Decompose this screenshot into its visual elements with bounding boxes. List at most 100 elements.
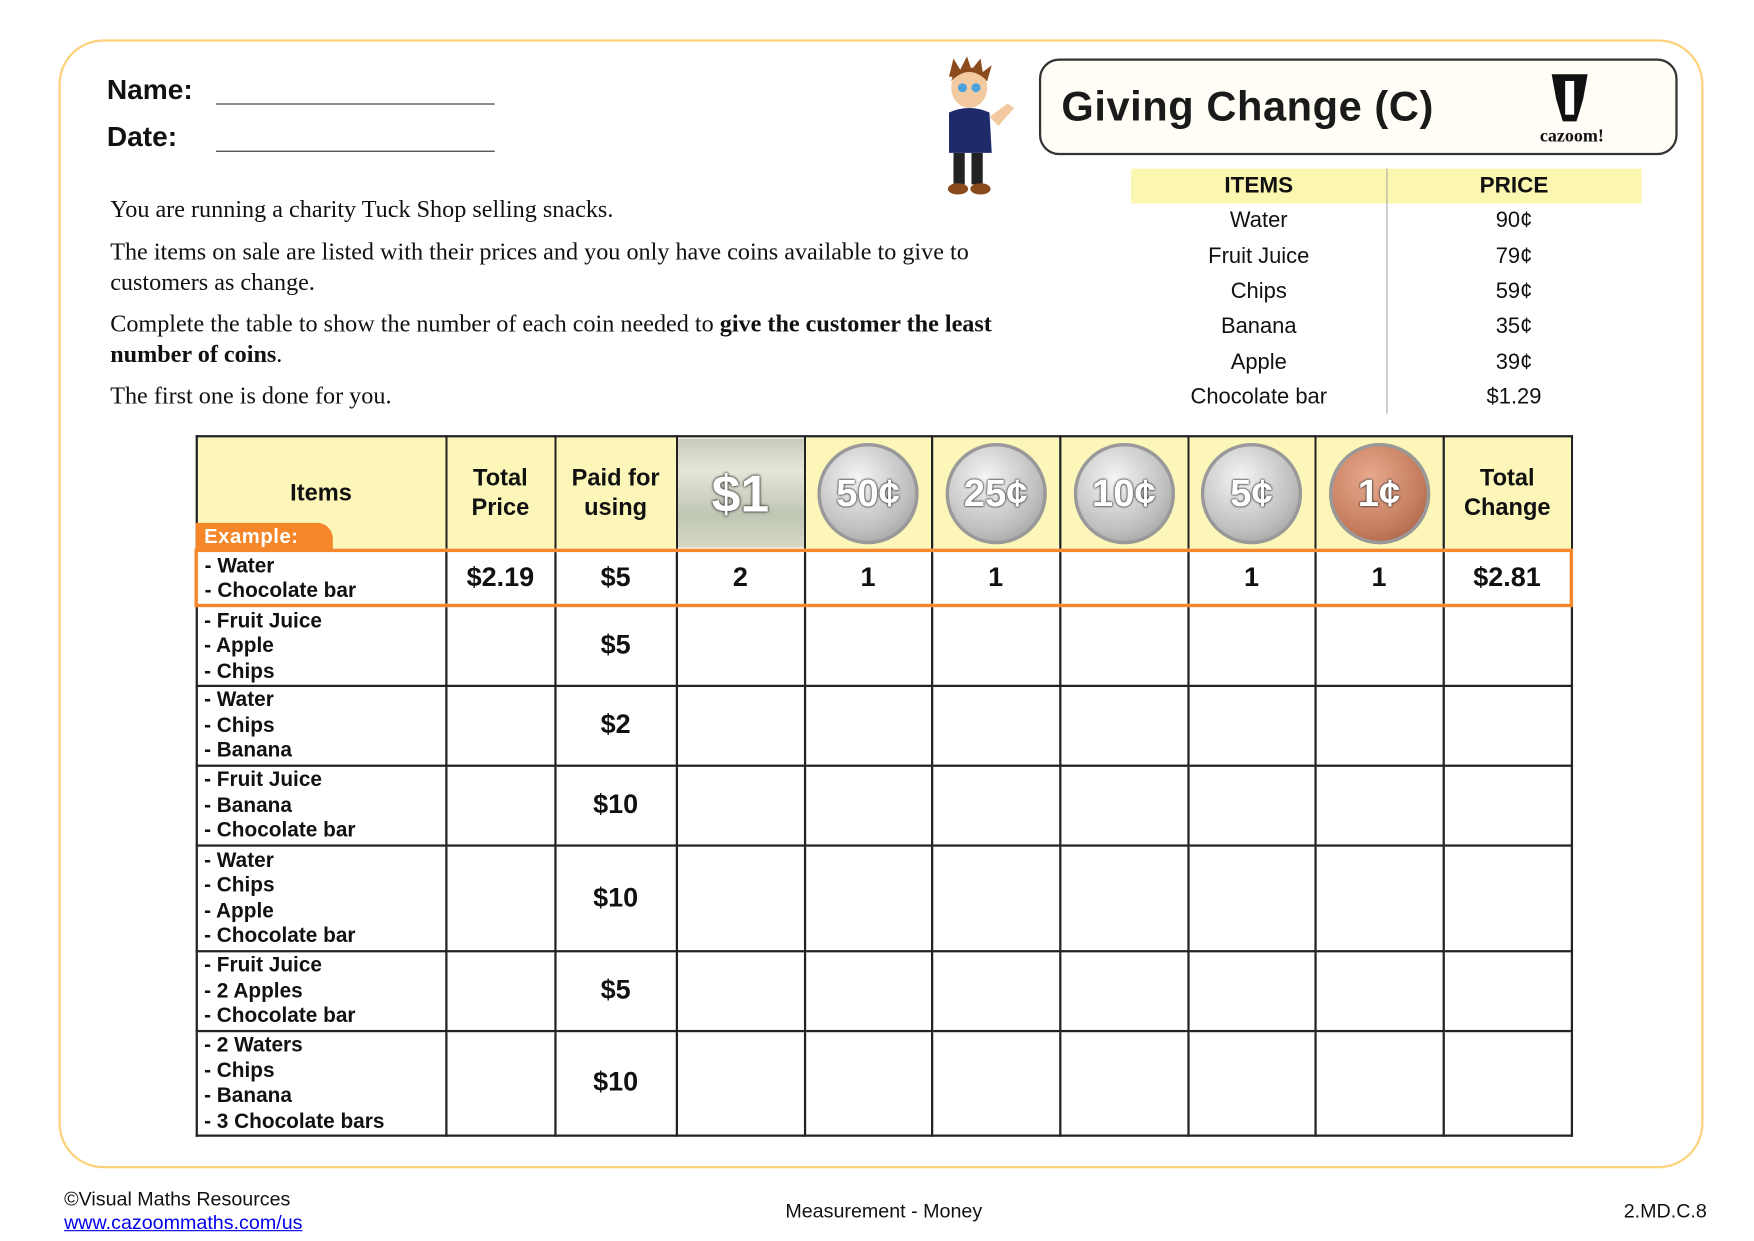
half-dollar-count-cell: 1 bbox=[803, 548, 933, 608]
dime-count-cell[interactable] bbox=[1058, 684, 1190, 767]
nickel-count-cell: 1 bbox=[1186, 548, 1317, 608]
nickel-count-cell[interactable] bbox=[1186, 1029, 1317, 1137]
penny-count-cell[interactable] bbox=[1313, 949, 1445, 1032]
nickel-count-cell[interactable] bbox=[1186, 684, 1317, 767]
dime-coin-icon: 10¢ bbox=[1073, 442, 1175, 544]
penny-count-cell[interactable] bbox=[1313, 604, 1445, 687]
item-line: - Fruit Juice bbox=[204, 952, 322, 977]
items-cell: - Water - Chips - Banana bbox=[195, 684, 447, 767]
penny-count-cell: 1 bbox=[1313, 548, 1445, 608]
worksheet-title: Giving Change (C) bbox=[1061, 83, 1434, 130]
one-dollar-count-cell[interactable] bbox=[675, 604, 806, 687]
quarter-count-cell[interactable] bbox=[930, 843, 1061, 952]
dime-count-cell[interactable] bbox=[1058, 843, 1190, 952]
items-cell: - Fruit Juice - 2 Apples - Chocolate bar bbox=[195, 949, 447, 1032]
item-line: - Apple bbox=[204, 633, 274, 657]
total-price-cell[interactable] bbox=[444, 764, 557, 847]
table-row: - Fruit Juice - Banana - Chocolate bar $10 bbox=[195, 764, 1573, 847]
quarter-count-cell[interactable] bbox=[930, 949, 1061, 1032]
column-header-dime: 10¢ bbox=[1058, 435, 1190, 552]
price-item: Water bbox=[1229, 208, 1288, 233]
half-dollar-count-cell[interactable] bbox=[803, 843, 933, 952]
one-dollar-count-cell[interactable] bbox=[675, 949, 806, 1032]
total-price-cell[interactable] bbox=[444, 1029, 557, 1137]
half-dollar-coin-icon: 50¢ bbox=[817, 442, 919, 544]
total-price-header-label: Total Price bbox=[471, 464, 530, 521]
date-field[interactable] bbox=[215, 150, 495, 152]
page-frame bbox=[58, 39, 1704, 1169]
dime-count-cell[interactable] bbox=[1058, 949, 1190, 1032]
nickel-count-cell[interactable] bbox=[1186, 764, 1317, 847]
price-item: Chips bbox=[1230, 278, 1287, 304]
nickel-count-cell[interactable] bbox=[1186, 843, 1317, 952]
item-line: - Water bbox=[204, 552, 275, 577]
total-change-header-label: Total Change bbox=[1463, 464, 1551, 521]
paid-cell: $10 bbox=[553, 843, 678, 952]
price-value: 90¢ bbox=[1495, 208, 1533, 233]
items-header-label: Items bbox=[290, 479, 352, 506]
penny-count-cell[interactable] bbox=[1313, 1029, 1445, 1137]
item-line: - Chips bbox=[204, 872, 275, 897]
total-change-cell[interactable] bbox=[1442, 949, 1573, 1032]
items-cell: - Fruit Juice - Banana - Chocolate bar bbox=[195, 764, 447, 847]
price-item: Apple bbox=[1230, 349, 1287, 375]
topic-label: Measurement - Money bbox=[785, 1199, 983, 1223]
price-row: Banana 35¢ bbox=[1131, 309, 1641, 344]
penny-count-cell[interactable] bbox=[1313, 764, 1445, 847]
items-cell: - Water - Chips - Apple - Chocolate bar bbox=[195, 843, 447, 952]
price-value: 35¢ bbox=[1495, 314, 1533, 339]
quarter-count-cell[interactable] bbox=[930, 764, 1061, 847]
total-price-cell[interactable] bbox=[444, 843, 557, 952]
instruction-3: Complete the table to show the number of… bbox=[110, 309, 1066, 370]
name-field[interactable] bbox=[215, 103, 495, 105]
total-price-cell[interactable] bbox=[444, 684, 557, 767]
one-dollar-bill-icon: $1 bbox=[677, 438, 804, 548]
item-line: - Banana bbox=[204, 1082, 292, 1107]
quarter-count-cell[interactable] bbox=[930, 1029, 1061, 1137]
half-dollar-count-cell[interactable] bbox=[803, 604, 933, 687]
date-label: Date: bbox=[106, 121, 178, 153]
one-dollar-count-cell[interactable] bbox=[675, 684, 806, 767]
total-change-cell[interactable] bbox=[1442, 764, 1573, 847]
svg-text:cazoom!: cazoom! bbox=[1540, 126, 1604, 146]
one-dollar-count-cell[interactable] bbox=[675, 1029, 806, 1137]
total-price-cell[interactable] bbox=[444, 604, 557, 687]
total-change-cell[interactable] bbox=[1442, 684, 1573, 767]
one-dollar-count-cell[interactable] bbox=[675, 843, 806, 952]
item-line: - Chocolate bar bbox=[204, 817, 356, 842]
paid-header-label: Paid for using bbox=[571, 464, 660, 521]
one-dollar-count-cell[interactable] bbox=[675, 764, 806, 847]
half-dollar-count-cell[interactable] bbox=[803, 684, 933, 767]
item-line: - Banana bbox=[204, 737, 292, 762]
item-line: - Water bbox=[204, 847, 274, 871]
website-link[interactable]: www.cazoommaths.com/us bbox=[64, 1210, 303, 1234]
price-row: Water 90¢ bbox=[1131, 204, 1641, 239]
instruction-3-end: . bbox=[276, 340, 283, 368]
penny-coin-icon: 1¢ bbox=[1328, 442, 1430, 544]
dime-count-cell[interactable] bbox=[1058, 1029, 1190, 1137]
price-row: Apple 39¢ bbox=[1131, 345, 1641, 380]
quarter-count-cell[interactable] bbox=[930, 604, 1061, 687]
nickel-count-cell[interactable] bbox=[1186, 604, 1317, 687]
half-dollar-count-cell[interactable] bbox=[803, 764, 933, 847]
half-dollar-count-cell[interactable] bbox=[803, 949, 933, 1032]
penny-count-cell[interactable] bbox=[1313, 843, 1445, 952]
column-header-one-dollar: $1 bbox=[675, 435, 806, 552]
dime-count-cell[interactable] bbox=[1058, 764, 1190, 847]
total-price-cell[interactable] bbox=[444, 949, 557, 1032]
price-list-divider bbox=[1386, 168, 1388, 414]
penny-count-cell[interactable] bbox=[1313, 684, 1445, 767]
item-line: - 2 Apples bbox=[204, 977, 303, 1002]
total-change-cell[interactable] bbox=[1442, 1029, 1573, 1137]
item-line: - Chocolate bar bbox=[204, 1003, 356, 1027]
total-change-cell[interactable] bbox=[1442, 604, 1573, 687]
copyright: ©Visual Maths Resources bbox=[64, 1187, 291, 1210]
nickel-count-cell[interactable] bbox=[1186, 949, 1317, 1032]
dime-count-cell[interactable] bbox=[1058, 604, 1190, 687]
quarter-count-cell[interactable] bbox=[930, 684, 1061, 767]
total-price-cell: $2.19 bbox=[444, 548, 557, 608]
instruction-4: The first one is done for you. bbox=[110, 382, 392, 410]
half-dollar-count-cell[interactable] bbox=[803, 1029, 933, 1137]
total-change-cell[interactable] bbox=[1442, 843, 1573, 952]
item-line: - Chocolate bar bbox=[204, 577, 357, 602]
